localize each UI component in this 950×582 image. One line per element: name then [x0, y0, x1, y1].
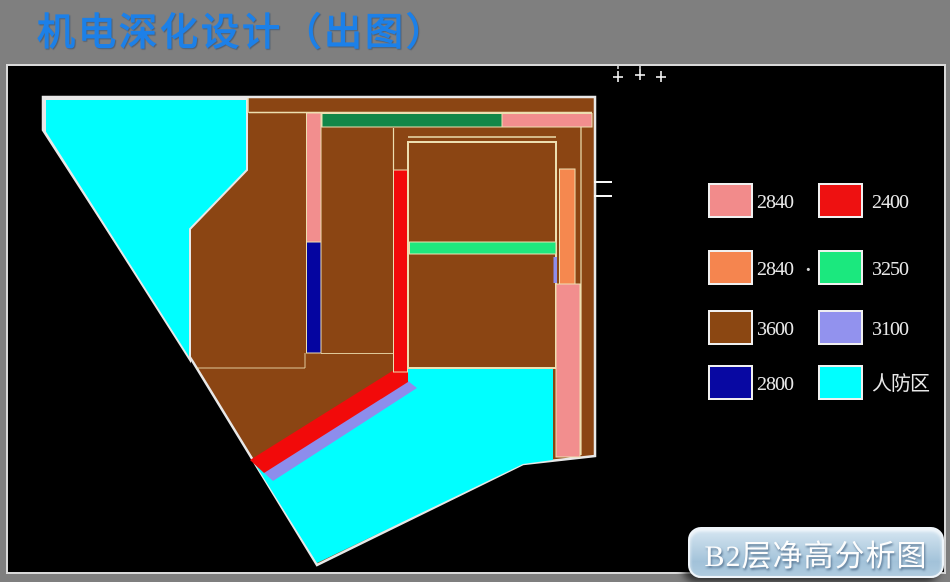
- drawing-title-text: B2层净高分析图: [704, 539, 928, 573]
- page-title: 机电深化设计（出图）: [37, 12, 448, 54]
- band-2400-diagonal: [250, 370, 408, 473]
- sliver-3100: [553, 257, 557, 283]
- bar-darkgreen-top: [321, 113, 503, 128]
- bar-3250-room: [409, 241, 557, 255]
- drawing-canvas[interactable]: [6, 64, 946, 574]
- strip-orange-right: [559, 168, 576, 285]
- plus-marker-icon: [656, 71, 666, 82]
- strip-2840-right: [555, 283, 581, 458]
- drawing-title-badge: B2层净高分析图: [688, 527, 944, 578]
- district-civil-defense-top: [44, 98, 248, 364]
- strip-2840-left: [306, 112, 322, 243]
- bar-2840-top: [501, 113, 593, 128]
- band-3100-diagonal: [263, 381, 417, 481]
- plus-marker-icon: [635, 69, 645, 80]
- strip-2800-left: [306, 241, 322, 354]
- floor-plan: [41, 66, 666, 567]
- strip-2400-vertical: [393, 169, 408, 373]
- title-bar: 机电深化设计（出图）: [0, 0, 950, 64]
- room-outline: [407, 141, 557, 369]
- plus-marker-icon: [613, 71, 623, 82]
